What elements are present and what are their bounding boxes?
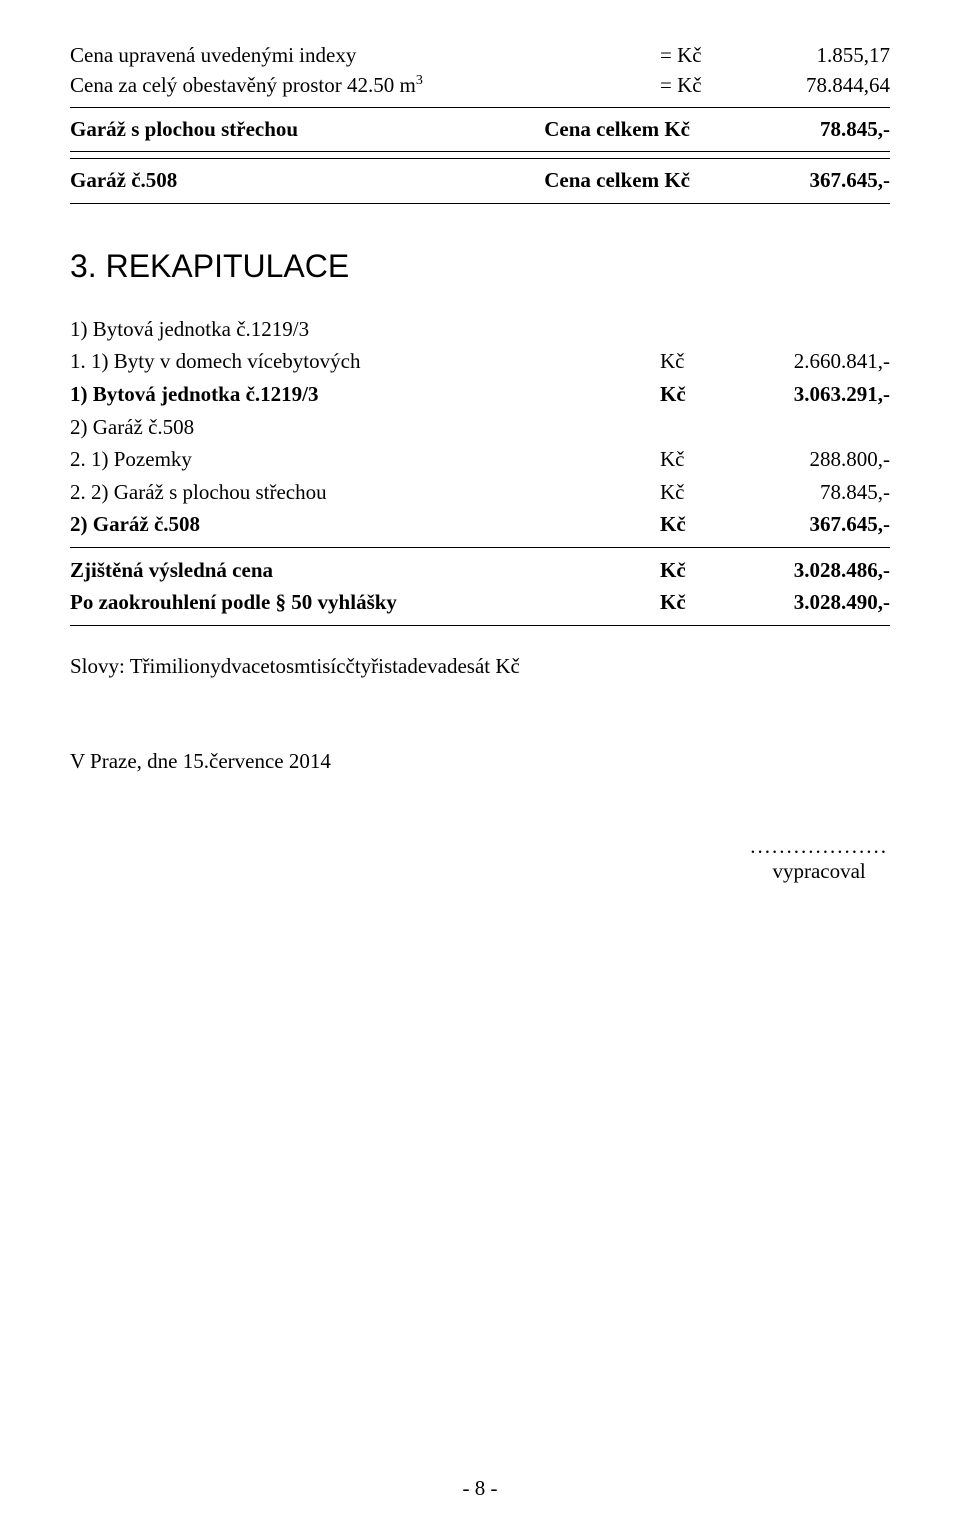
- recap-amount: 367.645,-: [720, 508, 890, 541]
- summary-line-1-left: Garáž s plochou střechou: [70, 114, 544, 146]
- top-row-2-sup: 3: [416, 73, 423, 88]
- divider: [70, 625, 890, 626]
- top-row-1-eq: = Kč: [660, 40, 720, 70]
- summary-line-2-mid: Cena celkem Kč: [544, 165, 690, 197]
- top-row-2-label: Cena za celý obestavěný prostor 42.50 m3: [70, 70, 660, 100]
- recap-row: 2. 1) Pozemky Kč 288.800,-: [70, 443, 890, 476]
- recap-label: 1) Bytová jednotka č.1219/3: [70, 378, 660, 411]
- recap-total-2-label: Po zaokrouhlení podle § 50 vyhlášky: [70, 586, 660, 619]
- recap-row: 1) Bytová jednotka č.1219/3 Kč 3.063.291…: [70, 378, 890, 411]
- divider: [70, 107, 890, 108]
- summary-line-2: Garáž č.508 Cena celkem Kč 367.645,-: [70, 165, 890, 197]
- summary-line-1: Garáž s plochou střechou Cena celkem Kč …: [70, 114, 890, 146]
- recap-total-2-amount: 3.028.490,-: [720, 586, 890, 619]
- summary-line-1-mid: Cena celkem Kč: [544, 114, 690, 146]
- recap-unit: Kč: [660, 378, 720, 411]
- spacer: [720, 411, 890, 444]
- recap-amount: 2.660.841,-: [720, 345, 890, 378]
- recap-unit: Kč: [660, 508, 720, 541]
- page-number: - 8 -: [0, 1476, 960, 1501]
- place-date: V Praze, dne 15.července 2014: [70, 749, 890, 774]
- recap-unit: Kč: [660, 345, 720, 378]
- recap-unit: Kč: [660, 443, 720, 476]
- recap-row: 2. 2) Garáž s plochou střechou Kč 78.845…: [70, 476, 890, 509]
- recap-amount: 78.845,-: [720, 476, 890, 509]
- recap-amount: 288.800,-: [720, 443, 890, 476]
- recap-group-1-header: 1) Bytová jednotka č.1219/3: [70, 313, 890, 346]
- divider: [70, 203, 890, 204]
- spacer: [660, 411, 720, 444]
- divider: [70, 547, 890, 548]
- recap-label: 2. 2) Garáž s plochou střechou: [70, 476, 660, 509]
- recap-row: 2) Garáž č.508 Kč 367.645,-: [70, 508, 890, 541]
- page: Cena upravená uvedenými indexy = Kč 1.85…: [0, 0, 960, 1531]
- recap-group-1-header-label: 1) Bytová jednotka č.1219/3: [70, 313, 660, 346]
- top-row-1: Cena upravená uvedenými indexy = Kč 1.85…: [70, 40, 890, 70]
- recap-amount: 3.063.291,-: [720, 378, 890, 411]
- recap-unit: Kč: [660, 476, 720, 509]
- spacer: [720, 313, 890, 346]
- top-row-2-eq: = Kč: [660, 70, 720, 100]
- recap-total-2-unit: Kč: [660, 586, 720, 619]
- signature-label: vypracoval: [750, 859, 888, 884]
- recap-label: 1. 1) Byty v domech vícebytových: [70, 345, 660, 378]
- recap-total-1: Zjištěná výsledná cena Kč 3.028.486,-: [70, 554, 890, 587]
- top-row-1-amount: 1.855,17: [720, 40, 890, 70]
- recap-total-1-label: Zjištěná výsledná cena: [70, 554, 660, 587]
- signature-block: ................... vypracoval: [750, 834, 888, 884]
- top-row-2-label-pre: Cena za celý obestavěný prostor 42.50 m: [70, 73, 416, 97]
- summary-line-2-right: 367.645,-: [730, 165, 890, 197]
- top-row-2-amount: 78.844,64: [720, 70, 890, 100]
- slovy-line: Slovy: Třimilionydvacetosmtisícčtyřistad…: [70, 654, 890, 679]
- recap-row: 1. 1) Byty v domech vícebytových Kč 2.66…: [70, 345, 890, 378]
- top-adjusted-price-block: Cena upravená uvedenými indexy = Kč 1.85…: [70, 40, 890, 101]
- top-row-1-label: Cena upravená uvedenými indexy: [70, 40, 660, 70]
- recap-total-1-amount: 3.028.486,-: [720, 554, 890, 587]
- recap-group-2-header-label: 2) Garáž č.508: [70, 411, 660, 444]
- divider: [70, 158, 890, 159]
- recap-total-2: Po zaokrouhlení podle § 50 vyhlášky Kč 3…: [70, 586, 890, 619]
- recap-total-1-unit: Kč: [660, 554, 720, 587]
- section-title-rekapitulace: 3. REKAPITULACE: [70, 248, 890, 285]
- top-row-2: Cena za celý obestavěný prostor 42.50 m3…: [70, 70, 890, 100]
- recap-group-2-header: 2) Garáž č.508: [70, 411, 890, 444]
- divider: [70, 151, 890, 152]
- recap-label: 2) Garáž č.508: [70, 508, 660, 541]
- recap-label: 2. 1) Pozemky: [70, 443, 660, 476]
- summary-line-2-left: Garáž č.508: [70, 165, 544, 197]
- summary-line-1-right: 78.845,-: [730, 114, 890, 146]
- signature-dots: ...................: [750, 834, 888, 859]
- spacer: [660, 313, 720, 346]
